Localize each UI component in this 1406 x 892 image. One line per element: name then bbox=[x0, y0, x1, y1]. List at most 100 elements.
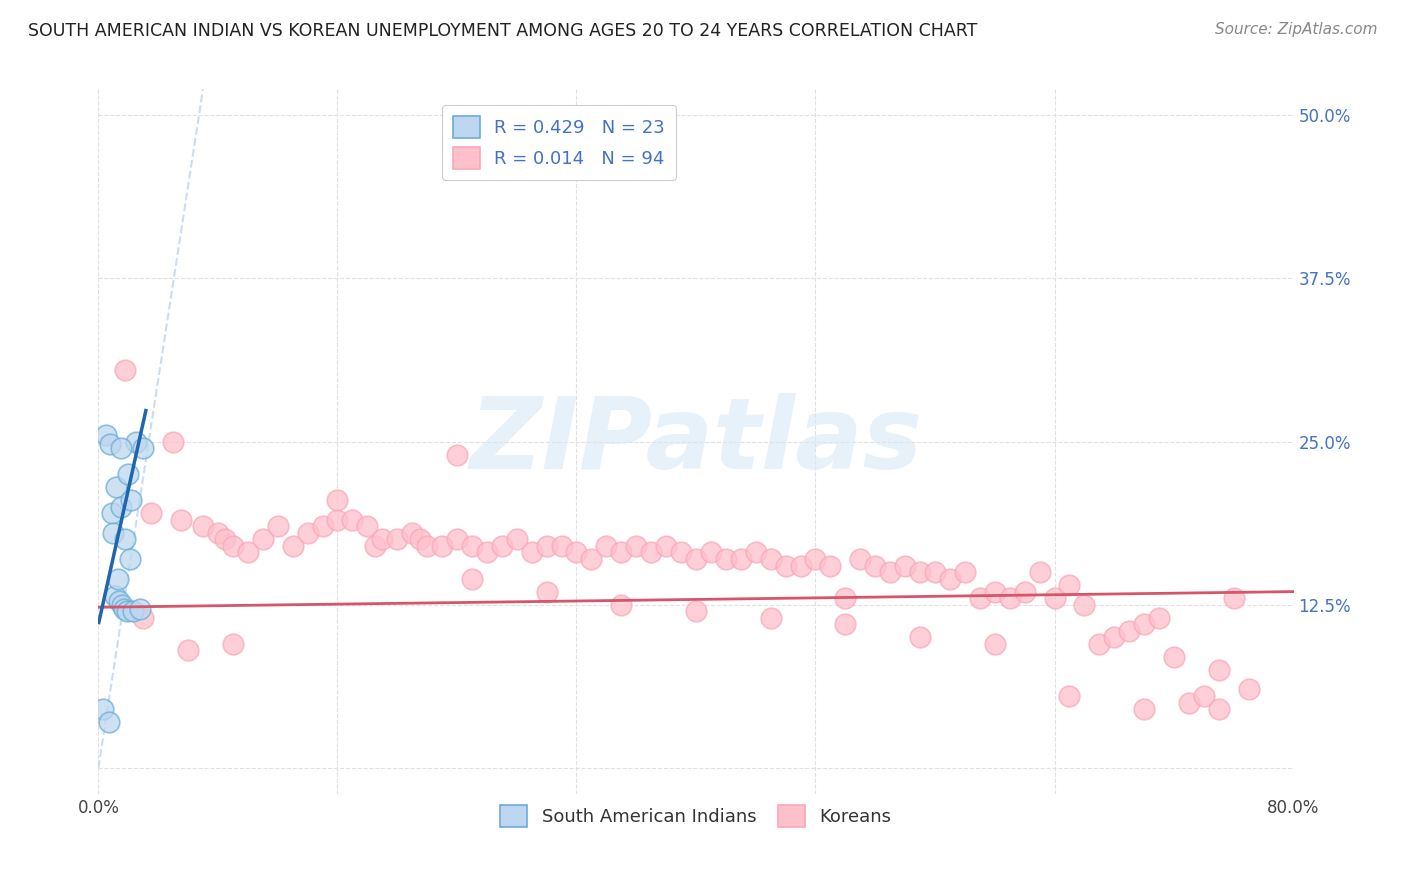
Point bbox=[789, 558, 811, 573]
Point bbox=[114, 363, 136, 377]
Point bbox=[1178, 696, 1201, 710]
Point bbox=[385, 533, 409, 547]
Point bbox=[401, 525, 423, 540]
Point bbox=[1028, 565, 1050, 579]
Point bbox=[908, 630, 931, 644]
Point bbox=[446, 533, 468, 547]
Legend: South American Indians, Koreans: South American Indians, Koreans bbox=[494, 797, 898, 834]
Point bbox=[595, 539, 617, 553]
Point bbox=[108, 593, 131, 607]
Point bbox=[430, 539, 453, 553]
Point bbox=[1059, 578, 1081, 592]
Point bbox=[700, 545, 723, 559]
Point bbox=[565, 545, 588, 559]
Point bbox=[849, 552, 872, 566]
Point bbox=[685, 604, 707, 618]
Point bbox=[111, 598, 134, 612]
Point bbox=[640, 545, 662, 559]
Point bbox=[132, 441, 155, 455]
Point bbox=[112, 601, 135, 615]
Point bbox=[820, 558, 842, 573]
Point bbox=[536, 584, 558, 599]
Point bbox=[94, 428, 117, 442]
Point bbox=[297, 525, 319, 540]
Point bbox=[110, 500, 132, 514]
Point bbox=[408, 533, 430, 547]
Point bbox=[1163, 649, 1185, 664]
Point bbox=[939, 572, 962, 586]
Point bbox=[311, 519, 333, 533]
Point bbox=[120, 493, 142, 508]
Point bbox=[446, 448, 468, 462]
Point bbox=[222, 539, 245, 553]
Point bbox=[759, 611, 782, 625]
Point bbox=[491, 539, 513, 553]
Point bbox=[969, 591, 991, 606]
Point bbox=[214, 533, 236, 547]
Point bbox=[356, 519, 378, 533]
Point bbox=[117, 467, 139, 482]
Point bbox=[326, 493, 349, 508]
Point bbox=[834, 617, 856, 632]
Point bbox=[416, 539, 439, 553]
Point bbox=[550, 539, 572, 553]
Point bbox=[91, 702, 114, 716]
Point bbox=[894, 558, 917, 573]
Point bbox=[1043, 591, 1066, 606]
Point bbox=[364, 539, 387, 553]
Point bbox=[1059, 689, 1081, 703]
Point bbox=[865, 558, 887, 573]
Point bbox=[132, 611, 155, 625]
Point bbox=[998, 591, 1021, 606]
Point bbox=[222, 637, 245, 651]
Point bbox=[1073, 598, 1095, 612]
Point bbox=[1118, 624, 1140, 638]
Point bbox=[610, 545, 633, 559]
Point bbox=[342, 513, 364, 527]
Point bbox=[745, 545, 768, 559]
Point bbox=[114, 533, 136, 547]
Point bbox=[1104, 630, 1126, 644]
Point bbox=[461, 572, 484, 586]
Point bbox=[536, 539, 558, 553]
Point bbox=[139, 506, 162, 520]
Point bbox=[101, 506, 124, 520]
Point bbox=[520, 545, 543, 559]
Text: SOUTH AMERICAN INDIAN VS KOREAN UNEMPLOYMENT AMONG AGES 20 TO 24 YEARS CORRELATI: SOUTH AMERICAN INDIAN VS KOREAN UNEMPLOY… bbox=[28, 22, 977, 40]
Point bbox=[461, 539, 484, 553]
Point bbox=[506, 533, 529, 547]
Point bbox=[281, 539, 304, 553]
Point bbox=[984, 637, 1007, 651]
Point bbox=[125, 434, 148, 449]
Point bbox=[984, 584, 1007, 599]
Text: ZIPatlas: ZIPatlas bbox=[470, 393, 922, 490]
Point bbox=[730, 552, 752, 566]
Point bbox=[169, 513, 191, 527]
Point bbox=[879, 565, 901, 579]
Point bbox=[685, 552, 707, 566]
Point bbox=[1014, 584, 1036, 599]
Point bbox=[110, 441, 132, 455]
Point bbox=[371, 533, 394, 547]
Point bbox=[1147, 611, 1170, 625]
Point bbox=[326, 513, 349, 527]
Point bbox=[115, 604, 138, 618]
Point bbox=[236, 545, 259, 559]
Point bbox=[107, 572, 129, 586]
Point bbox=[626, 539, 648, 553]
Point bbox=[129, 601, 152, 615]
Point bbox=[118, 552, 141, 566]
Point bbox=[775, 558, 797, 573]
Point bbox=[1208, 702, 1230, 716]
Point bbox=[104, 589, 127, 603]
Point bbox=[714, 552, 737, 566]
Point bbox=[610, 598, 633, 612]
Point bbox=[267, 519, 290, 533]
Point bbox=[804, 552, 827, 566]
Point bbox=[953, 565, 976, 579]
Point bbox=[1237, 682, 1260, 697]
Point bbox=[1223, 591, 1246, 606]
Point bbox=[191, 519, 214, 533]
Point bbox=[908, 565, 931, 579]
Point bbox=[669, 545, 692, 559]
